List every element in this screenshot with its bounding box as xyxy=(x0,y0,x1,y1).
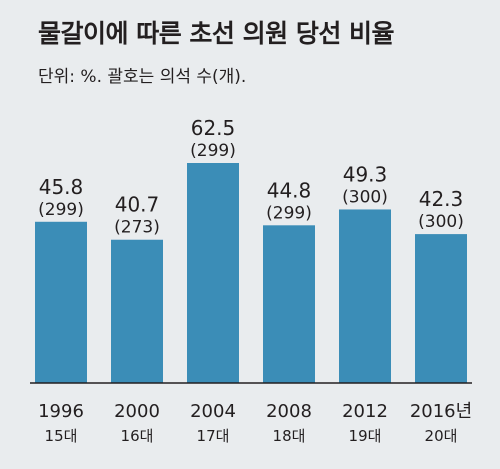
data-label-seats: (299) xyxy=(38,200,84,220)
data-label-value: 44.8 xyxy=(267,178,312,202)
bar-2012 xyxy=(339,209,391,383)
x-tick-label: 2004 xyxy=(190,401,236,422)
x-tick-sublabel: 20대 xyxy=(425,427,458,445)
x-tick-label: 2008 xyxy=(266,401,312,422)
bar-2008 xyxy=(263,225,315,383)
data-label-value: 40.7 xyxy=(115,193,160,217)
x-tick-sublabel: 15대 xyxy=(45,427,78,445)
data-label-seats: (299) xyxy=(266,203,312,223)
x-tick-sublabel: 19대 xyxy=(349,427,382,445)
data-label-seats: (273) xyxy=(114,218,160,238)
x-tick-label: 2012 xyxy=(342,401,388,422)
bar-2000 xyxy=(111,239,163,383)
x-tick-label: 2016년 xyxy=(410,401,472,422)
bar-2016년 xyxy=(415,234,467,383)
chart-title: 물갈이에 따른 초선 의원 당선 비율 xyxy=(38,19,395,48)
bar-1996 xyxy=(35,221,87,383)
data-label-value: 45.8 xyxy=(39,175,84,199)
data-label-value: 49.3 xyxy=(343,162,388,186)
data-label-seats: (300) xyxy=(342,187,388,207)
data-label-seats: (299) xyxy=(190,141,236,161)
data-label-value: 62.5 xyxy=(191,116,236,140)
x-tick-label: 2000 xyxy=(114,401,160,422)
data-label-value: 42.3 xyxy=(419,187,464,211)
x-tick-sublabel: 18대 xyxy=(273,427,306,445)
x-tick-sublabel: 17대 xyxy=(197,427,230,445)
x-tick-sublabel: 16대 xyxy=(121,427,154,445)
chart-subtitle: 단위: %. 괄호는 의석 수(개). xyxy=(38,67,247,87)
bar-2004 xyxy=(187,163,239,383)
x-tick-label: 1996 xyxy=(38,401,84,422)
data-label-seats: (300) xyxy=(418,212,464,232)
